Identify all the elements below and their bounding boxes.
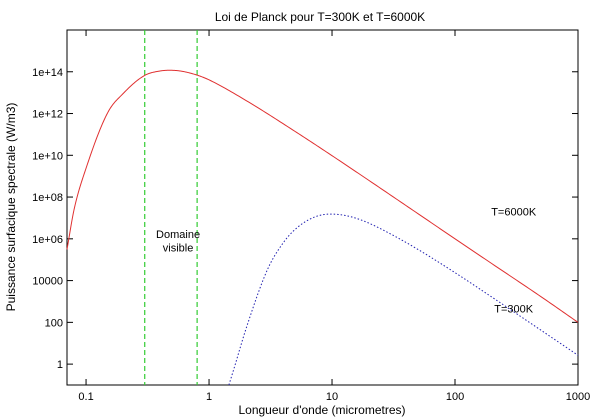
x-tick-label: 100 bbox=[446, 391, 464, 403]
chart-title: Loi de Planck pour T=300K et T=6000K bbox=[215, 10, 425, 24]
y-axis: 1 100 10000 1e+06 1e+08 1e+10 1e+12 1e+14 bbox=[32, 67, 578, 371]
series-lines bbox=[66, 69, 579, 386]
x-axis-label: Longueur d'onde (micrometres) bbox=[238, 403, 405, 417]
annotation-text: Domaine bbox=[156, 229, 200, 241]
annotation-text: T=6000K bbox=[491, 207, 537, 219]
x-axis: 0.1 1 10 100 1000 bbox=[78, 30, 590, 403]
annotation-text: T=300K bbox=[494, 303, 533, 315]
x-tick-label: 10 bbox=[326, 391, 338, 403]
y-axis-label: Puissance surfacique spectrale (W/m3) bbox=[4, 103, 18, 312]
series-line-t-300k bbox=[228, 213, 579, 386]
y-tick-label: 10000 bbox=[32, 276, 63, 288]
y-tick-label: 1e+12 bbox=[32, 109, 63, 121]
y-tick-label: 1e+06 bbox=[32, 234, 63, 246]
x-tick-label: 1 bbox=[206, 391, 212, 403]
y-tick-label: 1 bbox=[57, 359, 63, 371]
plot-frame bbox=[66, 29, 579, 386]
y-tick-label: 1e+08 bbox=[32, 192, 63, 204]
y-tick-label: 100 bbox=[45, 317, 63, 329]
y-tick-label: 1e+10 bbox=[32, 150, 63, 162]
y-tick-label: 1e+14 bbox=[32, 67, 63, 79]
x-tick-label: 1000 bbox=[566, 391, 590, 403]
visible-range-markers bbox=[144, 30, 198, 385]
annotation-text: visible bbox=[163, 242, 194, 254]
series-line-t-6000k bbox=[66, 69, 579, 323]
x-tick-label: 0.1 bbox=[78, 391, 93, 403]
